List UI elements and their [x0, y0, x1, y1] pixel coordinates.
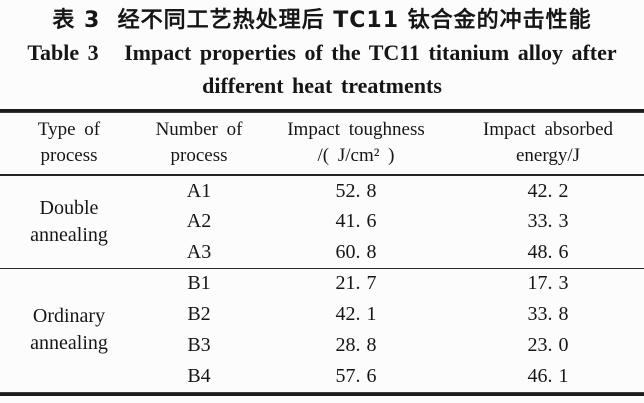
table-top-rule [0, 109, 644, 113]
table-row-b2: B2 42. 1 33. 8 [0, 299, 644, 330]
cell-impact-absorbed-energy: 17. 3 [527, 272, 569, 295]
col-header-line: Number of [155, 119, 243, 140]
table-row-b1: Ordinary annealing B1 21. 7 17. 3 [0, 268, 644, 354]
table-row-a3: A3 60. 8 48. 6 [0, 237, 644, 269]
cell-process-type-ordinary-annealing: Ordinary annealing [0, 268, 138, 392]
process-type-line: annealing [30, 332, 108, 355]
col-header-line: /( J/cm² ) [317, 145, 395, 166]
col-header-line: energy/J [515, 145, 581, 166]
cell-impact-absorbed-energy: 23. 0 [527, 334, 569, 356]
impact-properties-table: Type of process Number of process Impact… [0, 113, 644, 392]
table-row-a2: A2 41. 6 33. 3 [0, 206, 644, 237]
col-header-line: Type of [37, 119, 101, 140]
table-row-b3: B3 28. 8 23. 0 [0, 330, 644, 361]
cell-impact-toughness: 57. 6 [335, 365, 377, 387]
cell-process-number: B3 [187, 334, 211, 356]
header-row: Type of process Number of process Impact… [0, 113, 644, 176]
cell-impact-toughness: 21. 7 [335, 272, 377, 295]
cell-process-number: B1 [187, 272, 211, 295]
cell-process-number: A2 [186, 210, 212, 232]
process-type-line: Ordinary [32, 305, 106, 328]
cell-process-number: A3 [138, 237, 260, 269]
table-caption-zh: 表 3 经不同工艺热处理后 TC11 钛合金的冲击性能 [52, 8, 592, 33]
col-header-line: process [170, 145, 228, 166]
col-header-line: process [40, 145, 98, 166]
cell-process-number: A1 [186, 179, 212, 202]
cell-impact-absorbed-energy: 42. 2 [527, 179, 569, 202]
cell-impact-absorbed-energy: 33. 8 [527, 303, 569, 325]
process-type-line: annealing [30, 223, 108, 246]
table-row-a1: Double annealing A1 52. 8 42. 2 [0, 175, 644, 269]
cell-impact-absorbed-energy: 46. 1 [527, 365, 569, 387]
col-header-type-of-process: Type of process [0, 113, 138, 176]
table-row-b4: B4 57. 6 46. 1 [0, 361, 644, 392]
col-header-impact-toughness: Impact toughness /( J/cm² ) [260, 113, 452, 176]
table-bottom-rule [0, 392, 644, 396]
cell-process-number: B2 [187, 303, 211, 325]
col-header-line: Impact toughness [287, 119, 425, 140]
cell-impact-absorbed-energy: 48. 6 [452, 237, 644, 269]
col-header-impact-absorbed-energy: Impact absorbed energy/J [452, 113, 644, 176]
cell-impact-toughness: 28. 8 [335, 334, 377, 356]
cell-impact-toughness: 52. 8 [335, 179, 377, 202]
cell-process-number: B4 [187, 365, 211, 387]
table-caption-en-line1: Table 3 Impact properties of the TC11 ti… [27, 40, 617, 65]
col-header-line: Impact absorbed [482, 119, 614, 140]
cell-impact-absorbed-energy: 33. 3 [527, 210, 569, 232]
cell-impact-toughness: 60. 8 [260, 237, 452, 269]
process-type-line: Double [39, 196, 99, 219]
cell-impact-toughness: 41. 6 [335, 210, 377, 232]
cell-impact-toughness: 42. 1 [335, 303, 377, 325]
cell-process-type-double-annealing: Double annealing [0, 175, 138, 269]
table-caption-en-line2: different heat treatments [202, 73, 442, 98]
col-header-number-of-process: Number of process [138, 113, 260, 176]
